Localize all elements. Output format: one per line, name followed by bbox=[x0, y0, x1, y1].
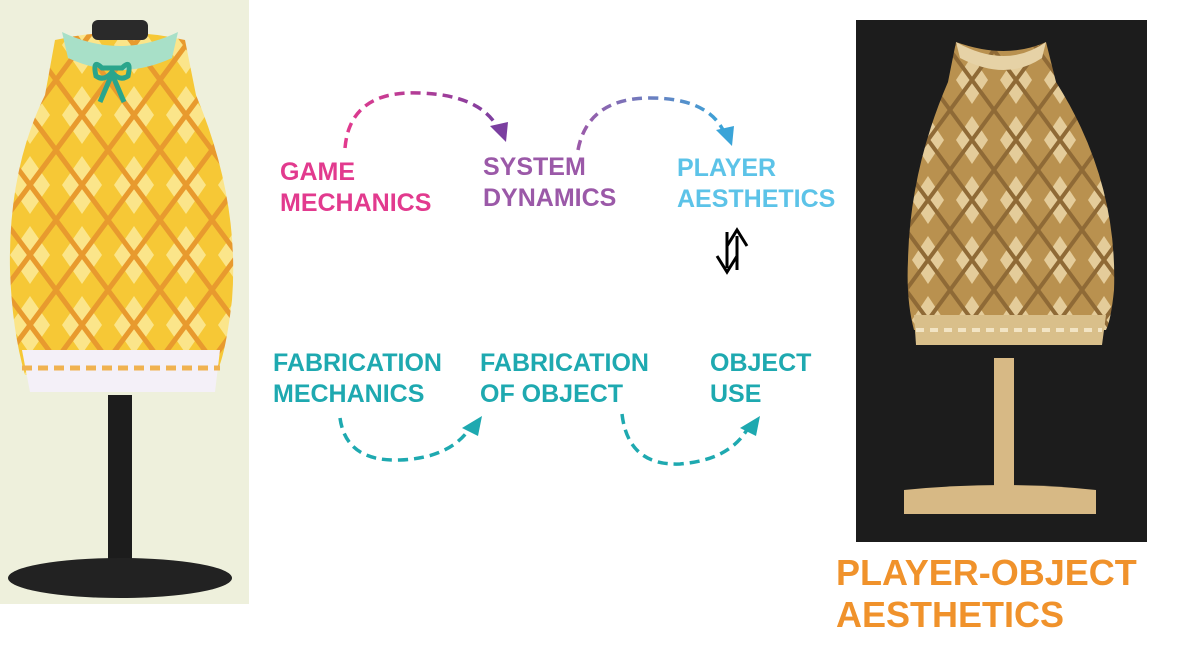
label-line: DYNAMICS bbox=[483, 184, 617, 212]
arc-fabrication-to-object bbox=[338, 416, 482, 462]
arc-object-to-use bbox=[620, 413, 760, 466]
label-line: USE bbox=[710, 380, 762, 408]
label-system-dynamics: SYSTEM DYNAMICS bbox=[483, 152, 616, 214]
digital-dress-image bbox=[0, 0, 249, 604]
arc-game-to-system bbox=[343, 91, 508, 149]
label-fabrication-of-object: FABRICATION OF OBJECT bbox=[480, 348, 649, 410]
label-line: MECHANICS bbox=[273, 380, 425, 408]
label-player-object-aesthetics: PLAYER-OBJECT AESTHETICS bbox=[836, 552, 1137, 636]
label-line: PLAYER bbox=[677, 154, 777, 182]
label-line: MECHANICS bbox=[280, 189, 432, 217]
label-object-use: OBJECT USE bbox=[710, 348, 811, 410]
wooden-dress-image bbox=[856, 20, 1147, 542]
label-line: AESTHETICS bbox=[677, 185, 836, 213]
label-line: FABRICATION bbox=[480, 349, 649, 377]
label-fabrication-mechanics: FABRICATION MECHANICS bbox=[273, 348, 442, 410]
up-down-arrows-icon bbox=[715, 227, 749, 275]
label-player-aesthetics: PLAYER AESTHETICS bbox=[677, 153, 835, 215]
label-line: FABRICATION bbox=[273, 349, 442, 377]
arc-system-to-player bbox=[576, 96, 734, 151]
label-line: OBJECT bbox=[710, 349, 812, 377]
label-line: OF OBJECT bbox=[480, 380, 624, 408]
label-game-mechanics: GAME MECHANICS bbox=[280, 157, 431, 219]
label-line: SYSTEM bbox=[483, 153, 586, 181]
label-line: PLAYER-OBJECT bbox=[836, 552, 1137, 593]
label-line: AESTHETICS bbox=[836, 594, 1065, 635]
label-line: GAME bbox=[280, 158, 355, 186]
